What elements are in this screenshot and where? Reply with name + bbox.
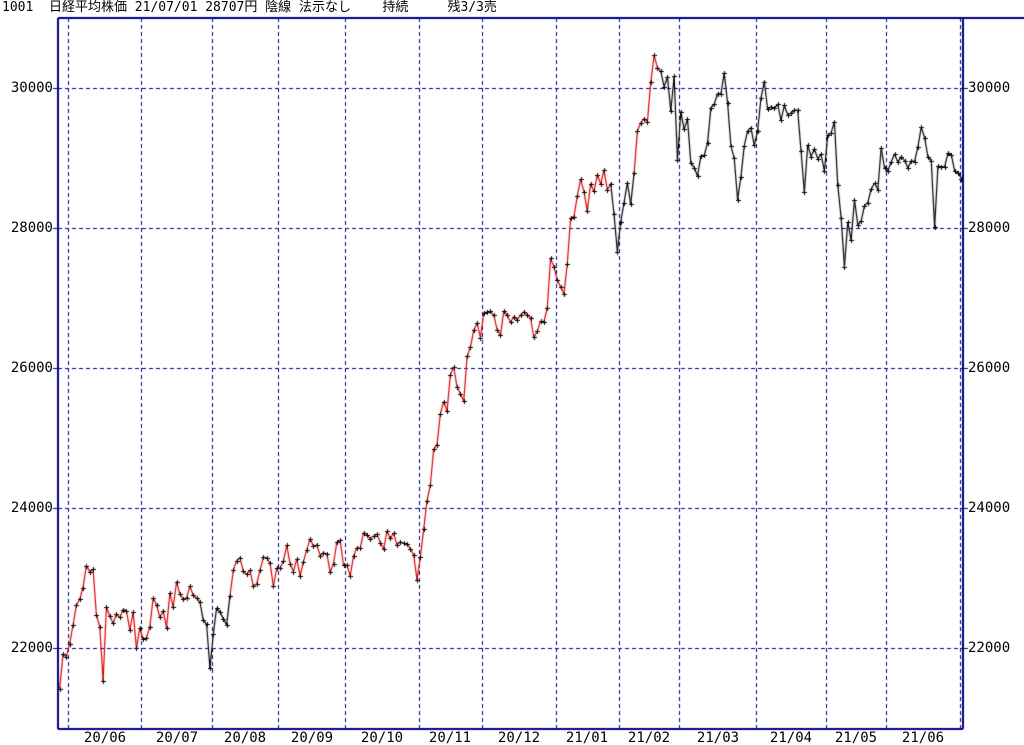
x-axis-label-month: 20/10 bbox=[360, 730, 404, 745]
chart-title: 1001 日経平均株価 21/07/01 28707円 陰線 法示なし 持続 残… bbox=[2, 0, 497, 15]
y-axis-label-left: 24000 bbox=[10, 500, 53, 516]
y-axis-label-right: 24000 bbox=[968, 500, 1011, 516]
y-axis-label-left: 30000 bbox=[10, 80, 53, 96]
y-axis-label-right: 26000 bbox=[968, 360, 1011, 376]
y-axis-label-right: 30000 bbox=[968, 80, 1011, 96]
x-axis-label-month: 21/06 bbox=[901, 730, 945, 745]
x-axis-label-month: 21/04 bbox=[769, 730, 813, 745]
x-axis-label-month: 21/02 bbox=[627, 730, 671, 745]
x-axis-label-month: 20/08 bbox=[223, 730, 267, 745]
y-axis-label-left: 22000 bbox=[10, 640, 53, 656]
x-axis-label-month: 20/06 bbox=[83, 730, 127, 745]
y-axis-label-left: 28000 bbox=[10, 220, 53, 236]
x-axis-label-month: 20/12 bbox=[497, 730, 541, 745]
y-axis-label-right: 28000 bbox=[968, 220, 1011, 236]
x-axis-label-month: 20/11 bbox=[428, 730, 472, 745]
y-axis-label-left: 26000 bbox=[10, 360, 53, 376]
x-axis-label-month: 21/01 bbox=[565, 730, 609, 745]
x-axis-label-month: 21/05 bbox=[834, 730, 878, 745]
x-axis-label-month: 21/03 bbox=[696, 730, 740, 745]
x-axis-label-month: 20/09 bbox=[290, 730, 334, 745]
y-axis-label-right: 22000 bbox=[968, 640, 1011, 656]
x-axis-label-month: 20/07 bbox=[155, 730, 199, 745]
